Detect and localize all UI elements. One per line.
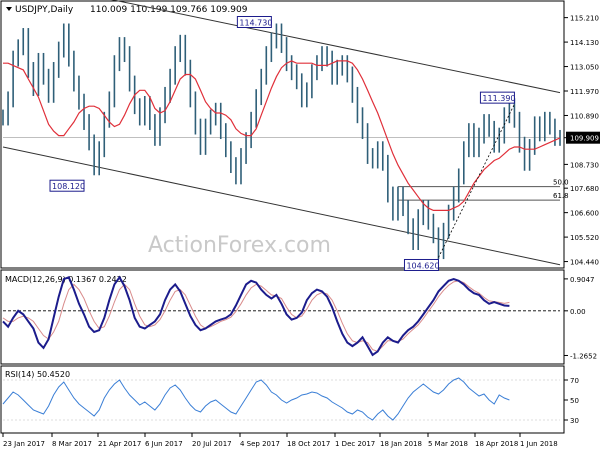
price-axis-tick-label: 113.050 [570,64,599,72]
x-axis-tick-label: 23 Jan 2017 [3,440,45,448]
price-axis-tick-label: 115.210 [570,15,599,23]
x-axis-tick-label: 1 Jun 2018 [520,440,558,448]
macd-title: MACD(12,26,9) 0.1367 0.2432 [5,275,127,284]
price-annotation-box [403,258,439,271]
price-annotation-box [479,91,515,104]
price-annotation-label: 108.120 [52,182,85,191]
chart-header: USDJPY,Daily 110.009 110.199 109.766 109… [6,5,248,15]
x-axis-tick-label: 20 Jul 2017 [192,440,232,448]
price-annotation-box [236,16,272,28]
price-axis-tick-label: 104.440 [570,259,599,267]
price-annotation-label: 111.390 [482,94,515,103]
rsi-plot [2,377,560,421]
rsi-panel-frame [0,365,565,434]
x-axis-tick-label: 6 Jun 2017 [145,440,183,448]
ohlc-values: 110.009 110.199 109.766 109.909 [90,5,248,15]
price-annotation-label: 114.730 [239,19,272,28]
fib-level-label: 50.0 [553,179,569,187]
x-axis-tick-label: 18 Oct 2017 [287,440,330,448]
moving-average-line [3,60,561,211]
x-axis-tick-label: 1 Dec 2017 [335,440,375,448]
fib-level-label: 61.8 [553,192,569,200]
watermark-text: ActionForex.com [148,233,331,258]
symbol-label: USDJPY,Daily [15,5,74,15]
x-axis-tick-label: 4 Sep 2017 [240,440,280,448]
dropdown-triangle-icon [6,7,12,11]
channel-lower-line [2,146,561,266]
macd-signal-line [2,280,510,352]
price-axis-tick-label: 109.909 [570,135,599,143]
rsi-title: RSI(14) 50.4520 [5,370,70,379]
rsi-axis-tick-label: 50 [570,397,579,405]
price-axis-tick-label: 111.970 [570,88,599,96]
price-axis-tick-label: 107.680 [570,185,599,193]
x-axis-tick-label: 21 Apr 2017 [98,440,141,448]
rsi-axis-tick-label: 70 [570,377,579,385]
price-axis-tick-label: 108.730 [570,161,599,169]
swing-projection-line [438,103,515,258]
axes: 115.210 114.130 113.050 111.970 110.890 109.9… [2,15,600,448]
macd-axis-tick-label: -1.2652 [570,352,597,360]
x-axis-tick-label: 5 Mar 2018 [428,440,468,448]
macd-line [2,275,510,357]
macd-panel-frame [0,269,565,365]
current-price-box [566,131,600,144]
price-plot: 50.0 61.8 114.730 108.120 104.620 111.390 [2,0,569,271]
price-annotation-label: 104.620 [406,261,439,270]
macd-axis-tick-label: 0.9047 [570,276,595,284]
x-axis-tick-label: 18 Jan 2018 [380,440,422,448]
macd-axis-tick-label: 0.00 [570,308,586,316]
x-axis-tick-label: 8 Mar 2017 [52,440,92,448]
price-axis-tick-label: 110.890 [570,112,599,120]
price-axis-tick-label: 105.520 [570,234,599,242]
price-annotation-box [49,179,85,192]
price-axis-tick-label: 114.130 [570,39,599,47]
macd-plot [2,275,560,357]
rsi-line [2,377,510,421]
price-axis-tick-label: 106.600 [570,210,599,218]
rsi-axis-tick-label: 30 [570,417,579,425]
x-axis-tick-label: 18 Apr 2018 [475,440,518,448]
